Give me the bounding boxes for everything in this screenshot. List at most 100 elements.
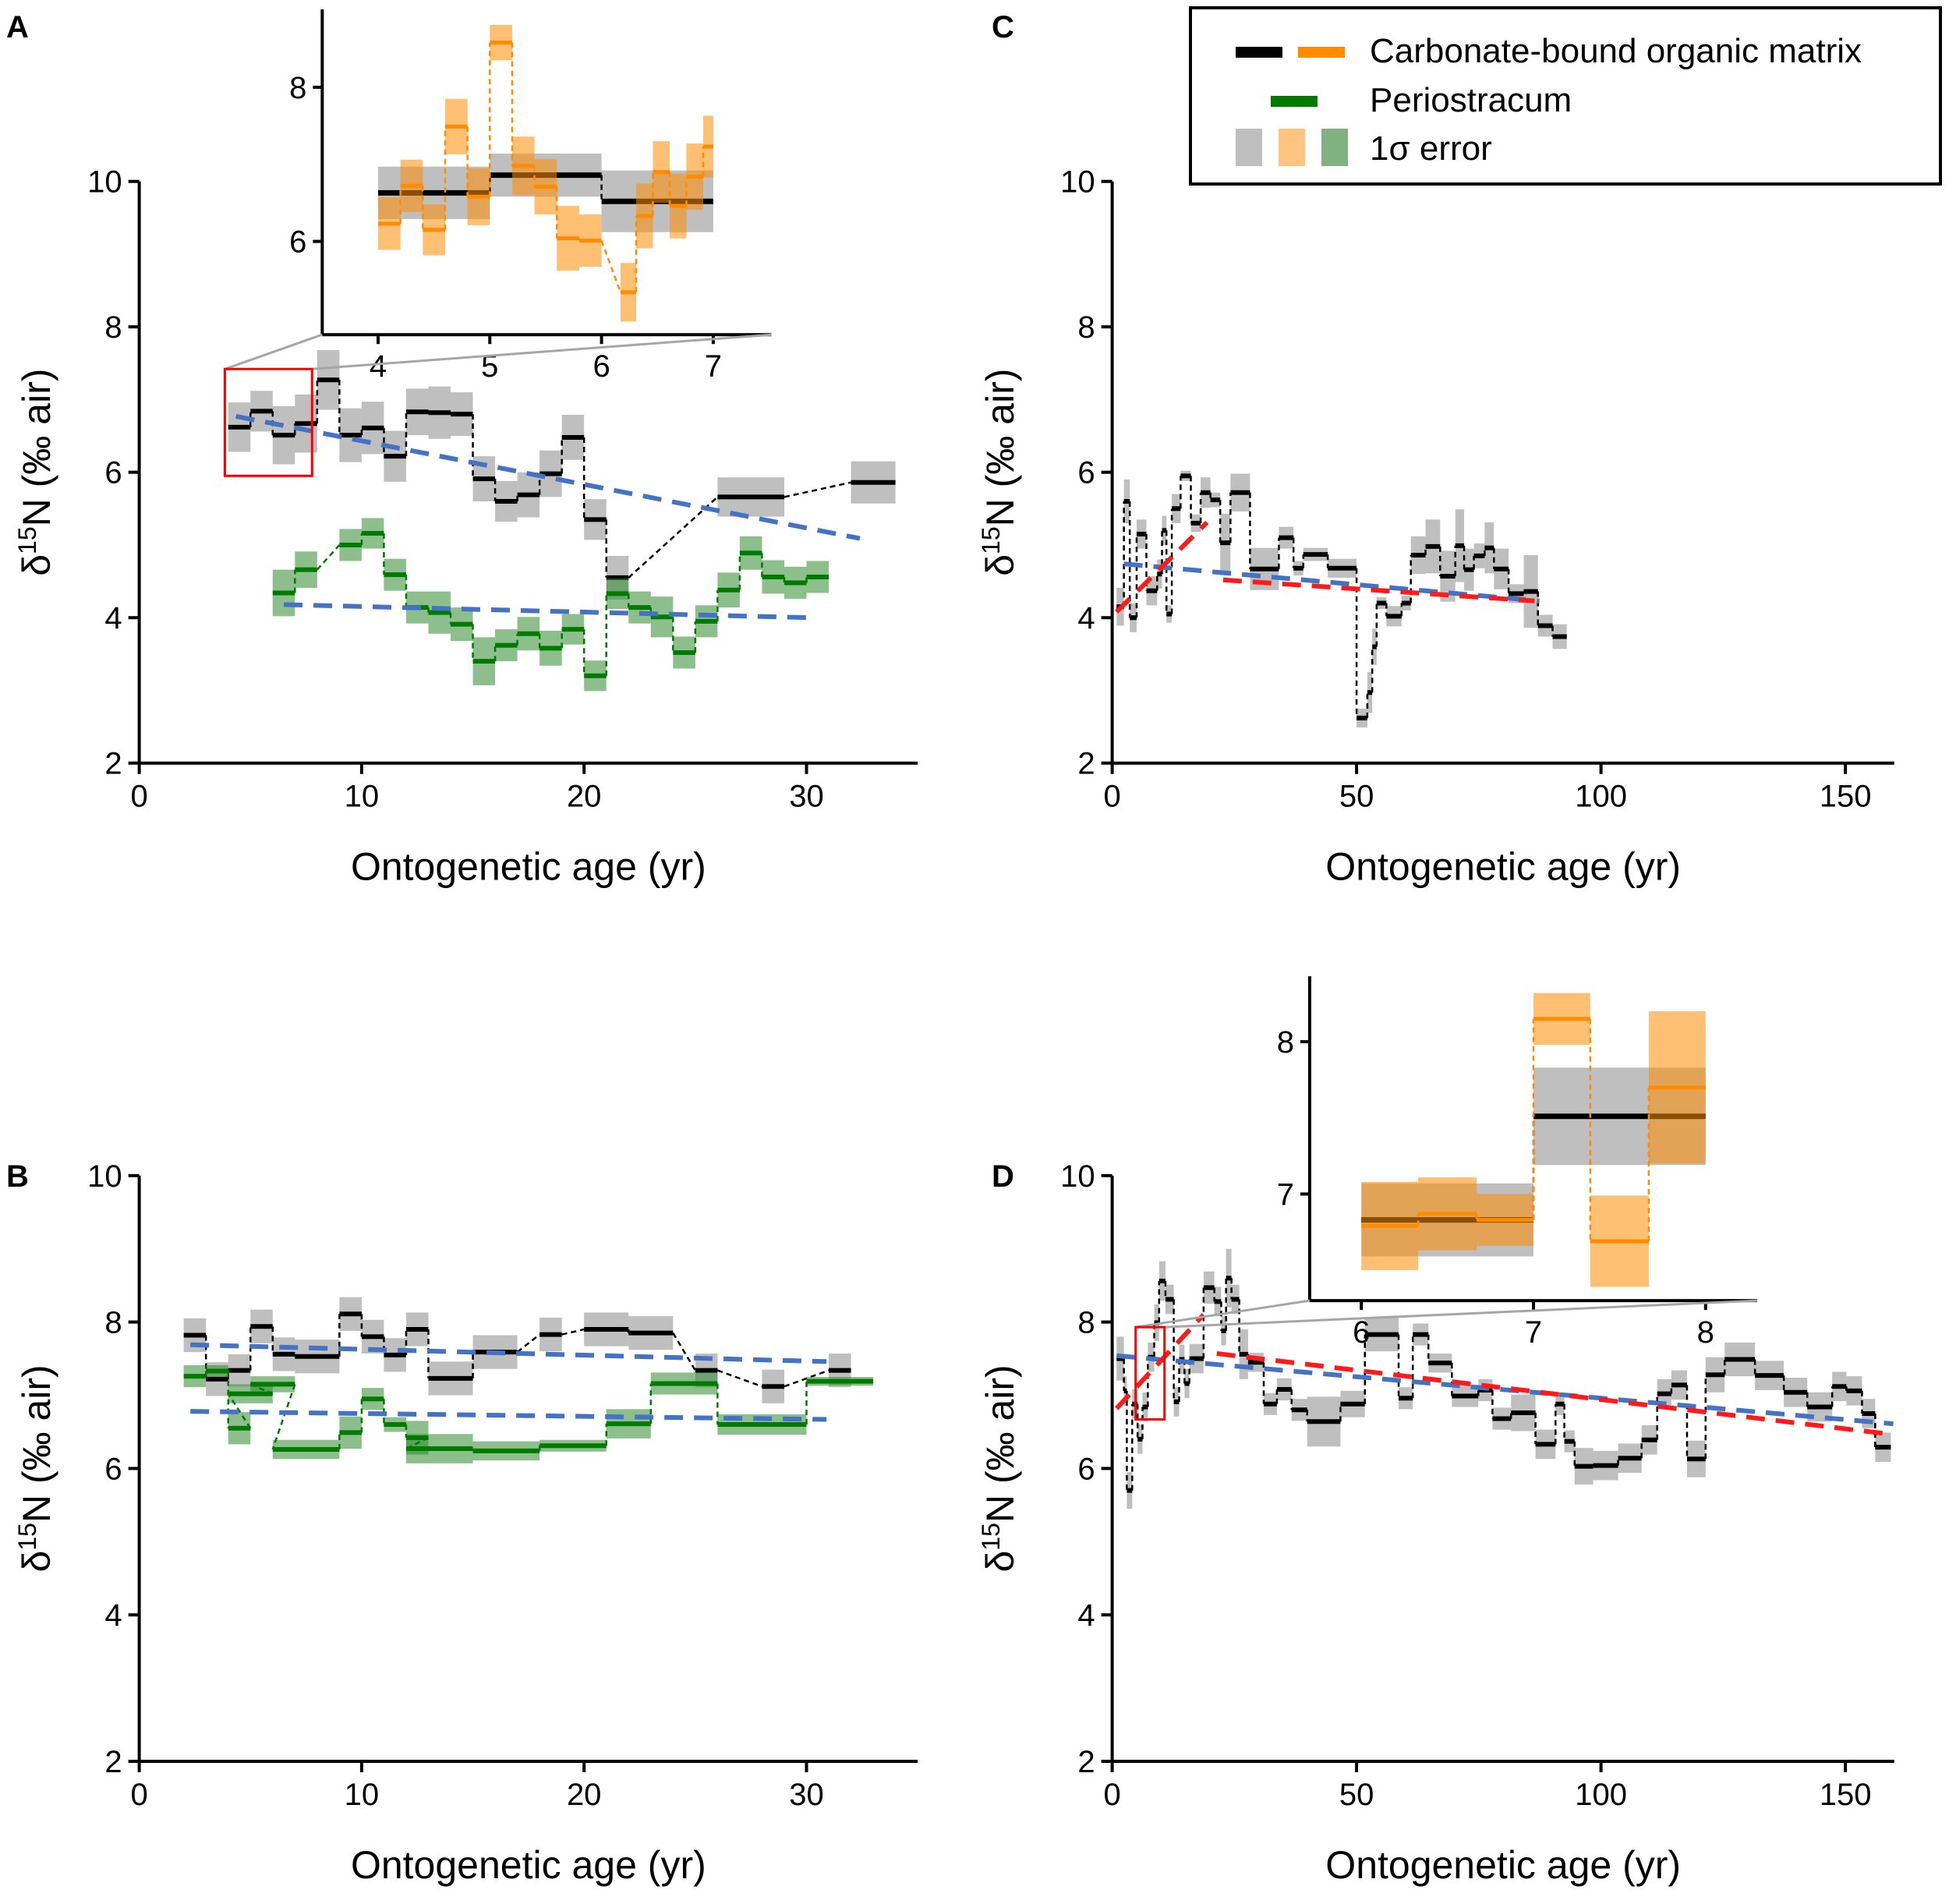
series-carbonate-matrix — [183, 1297, 851, 1403]
y-axis-label: δ15N (‰ air) — [977, 1364, 1022, 1572]
y-label-rest: N (‰ air) — [15, 1364, 58, 1523]
x-tick-label: 30 — [789, 780, 824, 814]
trend-line-red — [1216, 1350, 1884, 1436]
connector-line — [716, 1369, 762, 1388]
trend-line-red — [1115, 520, 1209, 614]
x-axis-label: Ontogenetic age (yr) — [351, 1843, 706, 1887]
x-tick-label: 8 — [1697, 1315, 1714, 1350]
zoom-connector-line — [1135, 1299, 1311, 1329]
trend-line-red — [1115, 1313, 1206, 1410]
x-tick-label: 7 — [1525, 1315, 1542, 1350]
x-axis-label: Ontogenetic age (yr) — [1325, 845, 1681, 889]
zoom-connector-line — [1164, 1299, 1758, 1329]
x-tick-label: 150 — [1820, 780, 1872, 814]
panel-a: A 0 10 20 30 2 4 6 8 10 Ontogenetic age (yr) δ15N (… — [6, 9, 918, 889]
x-tick-label: 20 — [567, 780, 602, 814]
y-tick-label: 2 — [1077, 747, 1095, 781]
series-carbonate-matrix — [1116, 1248, 1891, 1509]
panel-c: C 0 50 100 150 2 4 6 8 10 Ontogenetic age (yr) δ15N… — [977, 10, 1894, 889]
x-tick-label: 30 — [789, 1778, 824, 1812]
zoom-connector-line — [224, 333, 323, 370]
zoom-box — [223, 367, 313, 477]
y-tick-label: 2 — [104, 1745, 122, 1779]
connector-line — [227, 1393, 252, 1429]
panel-letter: B — [6, 1159, 29, 1194]
connector-line — [672, 1332, 696, 1371]
x-tick-label: 50 — [1339, 780, 1374, 814]
x-tick-label: 0 — [1103, 780, 1120, 814]
connector-line — [316, 544, 341, 571]
x-tick-label: 4 — [370, 349, 387, 384]
x-tick-label: 150 — [1820, 1778, 1872, 1812]
panel-letter: C — [992, 10, 1014, 44]
zoom-connector-line — [312, 333, 772, 370]
y-label-superscript: 15 — [977, 1523, 1005, 1551]
y-tick-label: 10 — [87, 165, 122, 200]
trend-line-blue — [190, 1342, 827, 1364]
x-tick-label: 6 — [1353, 1315, 1370, 1350]
y-tick-label: 6 — [289, 225, 306, 260]
x-tick-label: 100 — [1575, 780, 1627, 814]
x-tick-label: 50 — [1339, 1778, 1374, 1812]
x-tick-label: 0 — [130, 1778, 147, 1812]
legend-swatch-black — [1236, 47, 1282, 58]
legend-swatch-error — [1321, 129, 1348, 166]
trend-line-blue — [1116, 1353, 1894, 1427]
x-tick-label: 10 — [345, 780, 380, 814]
x-axis-label: Ontogenetic age (yr) — [351, 845, 706, 889]
legend-label: 1σ error — [1370, 129, 1492, 168]
connector-line — [561, 1328, 585, 1336]
y-tick-label: 7 — [1277, 1177, 1294, 1212]
y-tick-label: 8 — [289, 71, 306, 105]
y-label-superscript: 15 — [13, 1523, 41, 1551]
connector-line — [271, 1384, 296, 1450]
legend: Carbonate-bound organic matrix Periostrac… — [1189, 6, 1942, 186]
y-tick-label: 8 — [1277, 1025, 1294, 1060]
legend-swatch-green — [1271, 96, 1318, 107]
y-label-symbol: δ — [15, 554, 58, 576]
panel-letter: A — [6, 10, 29, 44]
trend-line-blue — [190, 1409, 827, 1422]
panel-d: D 0 50 100 150 2 4 6 8 10 Ontogenetic age (yr) δ15N… — [977, 976, 1894, 1887]
inset-d: 6 7 8 7 8 — [1277, 976, 1758, 1350]
y-tick-label: 2 — [104, 747, 122, 781]
connector-line — [516, 1333, 540, 1354]
inset-series-subannual — [378, 24, 713, 322]
y-tick-label: 8 — [104, 1306, 122, 1340]
trend-line-blue — [235, 413, 861, 541]
y-label-superscript: 15 — [13, 526, 41, 554]
y-tick-label: 10 — [1060, 1159, 1095, 1194]
x-tick-label: 7 — [705, 349, 722, 384]
zoom-box — [1134, 1325, 1166, 1421]
legend-swatch-orange — [1298, 47, 1345, 58]
inset-a: 4 5 6 7 6 8 — [289, 9, 772, 384]
x-tick-label: 0 — [1103, 1778, 1120, 1812]
y-tick-label: 6 — [104, 1452, 122, 1486]
y-axis-label: δ15N (‰ air) — [13, 1364, 58, 1572]
y-axis-label: δ15N (‰ air) — [13, 369, 58, 576]
y-tick-label: 8 — [1077, 1306, 1095, 1340]
series-periostracum — [183, 1365, 874, 1463]
y-label-rest: N (‰ air) — [978, 1364, 1022, 1523]
series-periostracum — [272, 518, 829, 692]
x-tick-label: 10 — [345, 1778, 380, 1812]
y-tick-label: 8 — [1077, 310, 1095, 345]
y-label-symbol: δ — [15, 1551, 58, 1573]
y-label-rest: N (‰ air) — [978, 369, 1022, 527]
panel-letter: D — [992, 1159, 1014, 1194]
y-tick-label: 6 — [104, 456, 122, 490]
x-tick-label: 6 — [592, 349, 610, 384]
series-carbonate-matrix — [1116, 470, 1567, 728]
y-tick-label: 8 — [104, 310, 122, 345]
y-tick-label: 10 — [1060, 165, 1095, 200]
y-tick-label: 4 — [1077, 1598, 1095, 1633]
trend-line-red — [1222, 577, 1535, 603]
trend-line-blue — [1123, 561, 1540, 603]
x-tick-label: 5 — [481, 349, 498, 384]
panel-b: B 0 10 20 30 2 4 6 8 10 Ontogenetic age (yr) δ15N (… — [6, 1159, 918, 1887]
legend-label: Periostracum — [1370, 81, 1572, 119]
y-tick-label: 6 — [1077, 1452, 1095, 1486]
y-tick-label: 4 — [104, 601, 122, 635]
